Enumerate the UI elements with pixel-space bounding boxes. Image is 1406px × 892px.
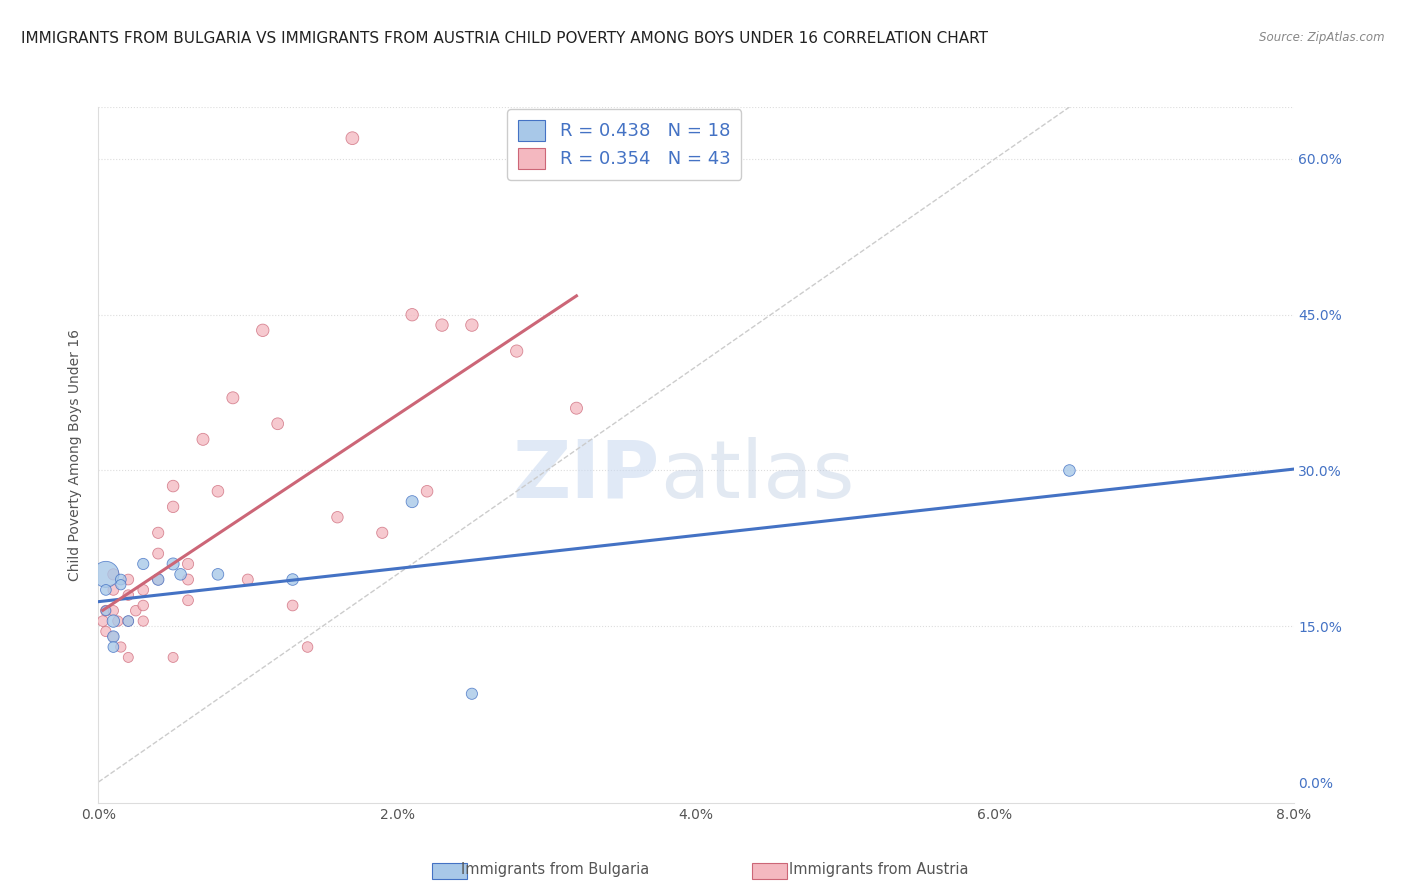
Point — [117, 573, 139, 587]
Point — [565, 401, 588, 416]
Text: IMMIGRANTS FROM BULGARIA VS IMMIGRANTS FROM AUSTRIA CHILD POVERTY AMONG BOYS UND: IMMIGRANTS FROM BULGARIA VS IMMIGRANTS F… — [21, 31, 988, 46]
Point — [236, 573, 259, 587]
Point — [177, 593, 200, 607]
Point — [506, 344, 529, 359]
Point — [371, 525, 394, 540]
Point — [281, 599, 304, 613]
Point — [94, 582, 117, 597]
Point — [222, 391, 245, 405]
Point — [1059, 463, 1081, 477]
Point — [191, 433, 214, 447]
Point — [103, 582, 125, 597]
Point — [103, 630, 125, 644]
Point — [148, 547, 170, 561]
Point — [148, 525, 170, 540]
Point — [342, 131, 364, 145]
Point — [94, 604, 117, 618]
Point — [117, 650, 139, 665]
Point — [162, 479, 184, 493]
Point — [169, 567, 191, 582]
Text: Source: ZipAtlas.com: Source: ZipAtlas.com — [1260, 31, 1385, 45]
Point — [103, 630, 125, 644]
Point — [94, 604, 117, 618]
Point — [416, 484, 439, 499]
Point — [125, 604, 148, 618]
Point — [132, 599, 155, 613]
Point — [110, 640, 132, 654]
Text: atlas: atlas — [661, 437, 855, 515]
Point — [177, 557, 200, 571]
Point — [94, 567, 117, 582]
Point — [326, 510, 349, 524]
Point — [461, 318, 484, 332]
Point — [297, 640, 319, 654]
Text: ZIP: ZIP — [513, 437, 661, 515]
Point — [103, 640, 125, 654]
Point — [401, 308, 423, 322]
Point — [162, 500, 184, 514]
Point — [94, 624, 117, 639]
Point — [110, 573, 132, 587]
Point — [207, 567, 229, 582]
Legend: R = 0.438   N = 18, R = 0.354   N = 43: R = 0.438 N = 18, R = 0.354 N = 43 — [508, 109, 741, 179]
Point — [103, 614, 125, 628]
Point — [103, 567, 125, 582]
Point — [110, 578, 132, 592]
Point — [430, 318, 453, 332]
Point — [117, 614, 139, 628]
Point — [132, 614, 155, 628]
Point — [148, 573, 170, 587]
Point — [148, 573, 170, 587]
Point — [162, 650, 184, 665]
Point — [177, 573, 200, 587]
Point — [401, 494, 423, 508]
Point — [162, 557, 184, 571]
Point — [267, 417, 290, 431]
Point — [117, 588, 139, 602]
Point — [117, 614, 139, 628]
Point — [107, 614, 129, 628]
Text: Immigrants from Bulgaria: Immigrants from Bulgaria — [461, 863, 650, 877]
Point — [132, 557, 155, 571]
Point — [91, 614, 114, 628]
Y-axis label: Child Poverty Among Boys Under 16: Child Poverty Among Boys Under 16 — [69, 329, 83, 581]
Point — [281, 573, 304, 587]
Point — [132, 582, 155, 597]
Point — [207, 484, 229, 499]
Point — [461, 687, 484, 701]
Text: Immigrants from Austria: Immigrants from Austria — [789, 863, 969, 877]
Point — [252, 323, 274, 337]
Point — [103, 604, 125, 618]
